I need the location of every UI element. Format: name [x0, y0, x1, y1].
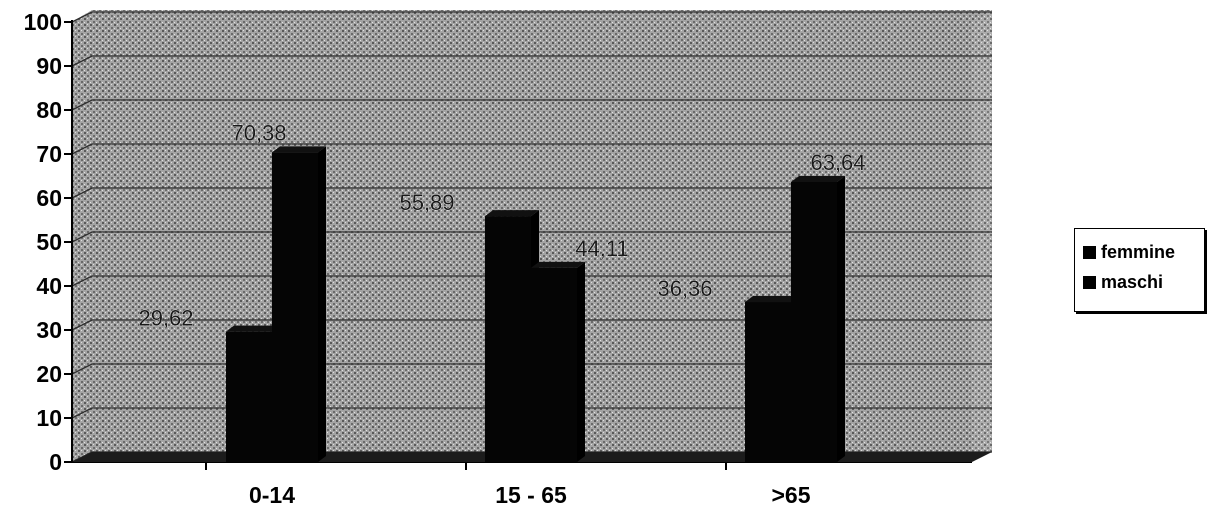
- grid-line: [71, 143, 992, 155]
- grid-line: [71, 319, 992, 331]
- data-labels: 29,62 70,38 55,89 44,11 36,36 63,64: [138, 120, 866, 331]
- legend-item-maschi: maschi: [1083, 267, 1204, 297]
- legend-label-maschi: maschi: [1101, 271, 1164, 292]
- bar-side-maschi-2: [837, 175, 845, 462]
- bar-top-maschi-1: [531, 261, 585, 268]
- data-label-maschi-1: 44,11: [575, 236, 628, 261]
- bar-maschi-2: [791, 181, 837, 462]
- data-label-femmine-2: 36,36: [657, 276, 712, 301]
- bar-maschi-0: [272, 152, 318, 462]
- grid-line: [71, 231, 992, 243]
- bar-maschi-1: [531, 267, 577, 462]
- bar-side-maschi-1: [577, 261, 585, 462]
- y-tick-label: 60: [36, 185, 62, 211]
- category-label-2: >65: [771, 482, 810, 508]
- grid-line: [71, 187, 992, 199]
- data-label-femmine-0: 29,62: [138, 306, 193, 331]
- y-tick-label: 20: [36, 361, 62, 387]
- y-tick-label: 100: [24, 9, 62, 35]
- legend-label-femmine: femmine: [1101, 241, 1176, 262]
- grid-lines: [71, 11, 992, 463]
- bar-top-maschi-0: [272, 146, 326, 153]
- y-tick-label: 0: [49, 449, 62, 475]
- y-tick-labels: 0 10 20 30 40 50 60 70 80 90 100: [24, 9, 72, 475]
- data-label-maschi-2: 63,64: [810, 150, 865, 175]
- data-label-femmine-1: 55,89: [399, 190, 454, 215]
- grid-line: [71, 11, 992, 23]
- data-label-maschi-0: 70,38: [231, 120, 286, 145]
- y-tick-label: 80: [36, 97, 62, 123]
- grid-line: [71, 275, 992, 287]
- y-tick-label: 30: [36, 317, 62, 343]
- category-label-1: 15 - 65: [495, 482, 567, 508]
- y-tick-label: 90: [36, 53, 62, 79]
- category-label-0: 0-14: [249, 482, 295, 508]
- grid-line: [71, 363, 992, 375]
- bar-femmine-1: [485, 216, 531, 462]
- grid-line: [71, 55, 992, 67]
- legend: femmine maschi: [1074, 228, 1205, 312]
- y-tick-label: 10: [36, 405, 62, 431]
- grid-line: [71, 99, 992, 111]
- bar-top-femmine-1: [485, 210, 539, 217]
- legend-item-femmine: femmine: [1083, 237, 1204, 267]
- legend-swatch-maschi: [1083, 275, 1096, 289]
- bar-femmine-0: [226, 331, 272, 462]
- bars: [226, 146, 845, 462]
- y-tick-label: 70: [36, 141, 62, 167]
- y-tick-label: 40: [36, 273, 62, 299]
- y-tick-label: 50: [36, 229, 62, 255]
- legend-swatch-femmine: [1083, 245, 1096, 259]
- category-labels: 0-14 15 - 65 >65: [249, 482, 811, 508]
- grid-line: [71, 407, 992, 419]
- bar-top-femmine-0: [226, 325, 280, 332]
- bar-femmine-2: [745, 302, 791, 462]
- bar-top-femmine-2: [745, 296, 799, 303]
- bar-top-maschi-2: [791, 175, 845, 182]
- bar-side-maschi-0: [318, 146, 326, 462]
